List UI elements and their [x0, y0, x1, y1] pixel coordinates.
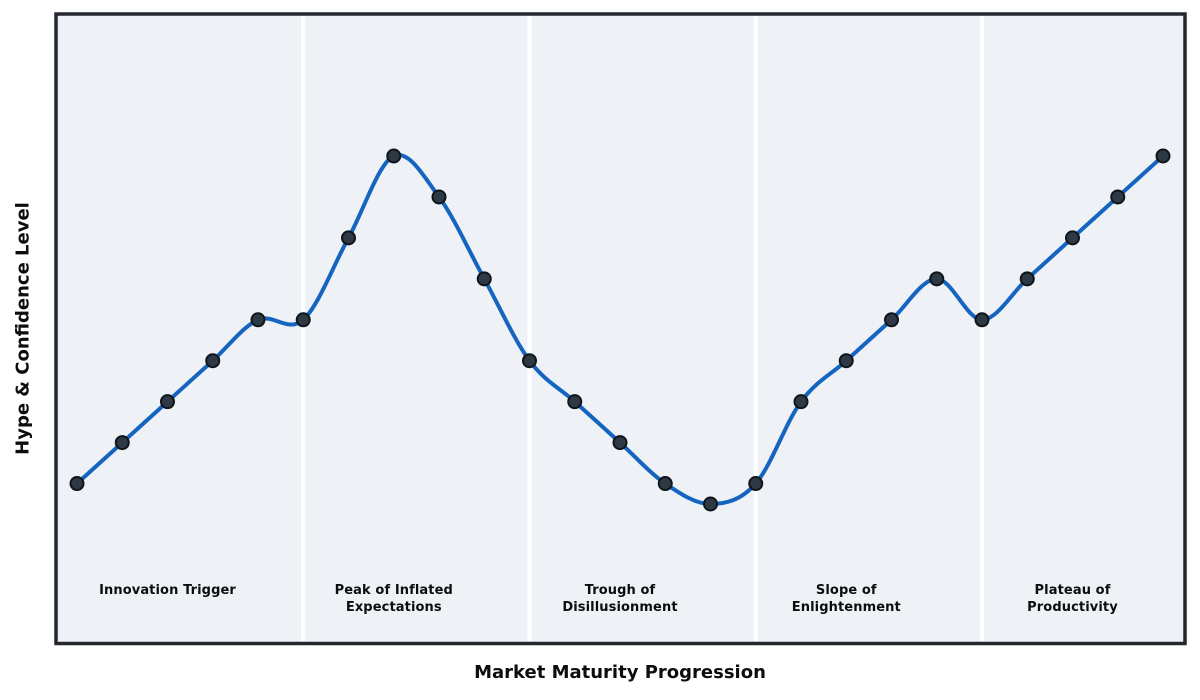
data-point-marker	[476, 271, 492, 287]
data-point-marker	[1065, 230, 1080, 246]
data-point-marker	[703, 496, 718, 512]
plot-frame	[54, 12, 1187, 646]
data-point-marker	[567, 394, 583, 410]
data-point-marker	[160, 394, 175, 410]
data-point-marker	[612, 435, 628, 451]
data-point-marker	[522, 353, 537, 369]
phase-divider	[980, 16, 984, 642]
data-point-marker	[1019, 271, 1035, 287]
data-point-marker	[250, 312, 266, 328]
phase-label: Trough of Disillusionment	[562, 583, 678, 615]
data-point-marker	[1110, 189, 1126, 205]
phase-label: Peak of Inflated Expectations	[334, 583, 453, 615]
y-axis-label: Hype & Confidence Level	[12, 202, 34, 455]
phase-label: Plateau of Productivity	[1027, 583, 1118, 615]
data-point-marker	[748, 476, 764, 492]
data-point-marker	[69, 476, 85, 492]
data-point-marker	[974, 312, 990, 328]
phase-label: Innovation Trigger	[99, 583, 236, 598]
data-point-marker	[793, 394, 809, 410]
x-axis-label: Market Maturity Progression	[474, 662, 766, 683]
phase-divider	[527, 16, 532, 642]
data-point-marker	[341, 230, 356, 246]
phase-label: Slope of Enlightenment	[791, 583, 901, 615]
data-point-marker	[929, 271, 945, 287]
data-point-marker	[431, 189, 447, 205]
data-point-marker	[1155, 148, 1171, 164]
data-point-marker	[205, 353, 221, 369]
phase-divider	[753, 16, 758, 642]
data-point-marker	[884, 312, 899, 328]
data-point-marker	[838, 353, 854, 369]
data-point-marker	[114, 435, 130, 451]
data-point-marker	[657, 476, 673, 492]
plot-background	[56, 14, 1185, 644]
phase-divider	[301, 16, 306, 642]
data-point-marker	[386, 148, 402, 164]
data-point-marker	[295, 312, 311, 328]
